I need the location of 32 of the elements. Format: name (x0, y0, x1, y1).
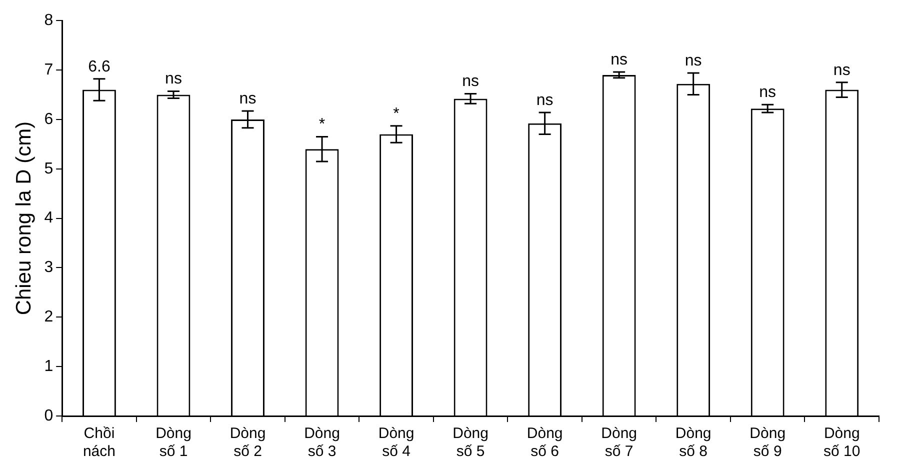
y-tick-label: 4 (44, 210, 54, 227)
data-label: ns (239, 90, 256, 108)
y-tick-label: 0 (44, 407, 54, 424)
y-tick-label: 3 (44, 259, 54, 276)
y-axis-title: Chieu rong la D (cm) (12, 121, 36, 316)
x-tick-label: Dòng số 10 (824, 425, 860, 460)
x-tick-label: Dòng số 6 (526, 425, 563, 460)
data-label: ns (462, 73, 479, 90)
data-label: ns (165, 70, 182, 88)
y-tick-label: 6 (44, 110, 54, 128)
y-tick-label: 7 (44, 61, 54, 78)
x-tick-label: Dòng số 8 (675, 425, 712, 460)
y-tick-label: 5 (44, 160, 54, 178)
x-tick-label: Dòng số 2 (230, 425, 266, 460)
x-tick-label: Dòng số 9 (750, 425, 786, 460)
x-tick-label: Dòng số 7 (601, 425, 638, 460)
data-label: 6.6 (88, 58, 110, 76)
x-tick-label: Dòng số 4 (378, 425, 414, 460)
y-tick-label: 2 (44, 308, 54, 326)
x-tick-label: Chồi nách (82, 425, 116, 460)
y-tick-label: 8 (44, 12, 54, 30)
data-label: ns (684, 52, 702, 70)
x-tick-label: Dòng số 1 (156, 425, 192, 460)
data-label: * (318, 116, 326, 134)
data-label: ns (610, 51, 628, 68)
data-label: ns (833, 62, 850, 79)
data-label: ns (759, 84, 776, 102)
x-tick-label: Dòng số 3 (304, 425, 340, 460)
data-label: ns (536, 92, 554, 109)
y-tick-label: 1 (44, 358, 54, 375)
x-tick-label: Dòng số 5 (452, 425, 488, 460)
data-label: * (393, 105, 400, 122)
